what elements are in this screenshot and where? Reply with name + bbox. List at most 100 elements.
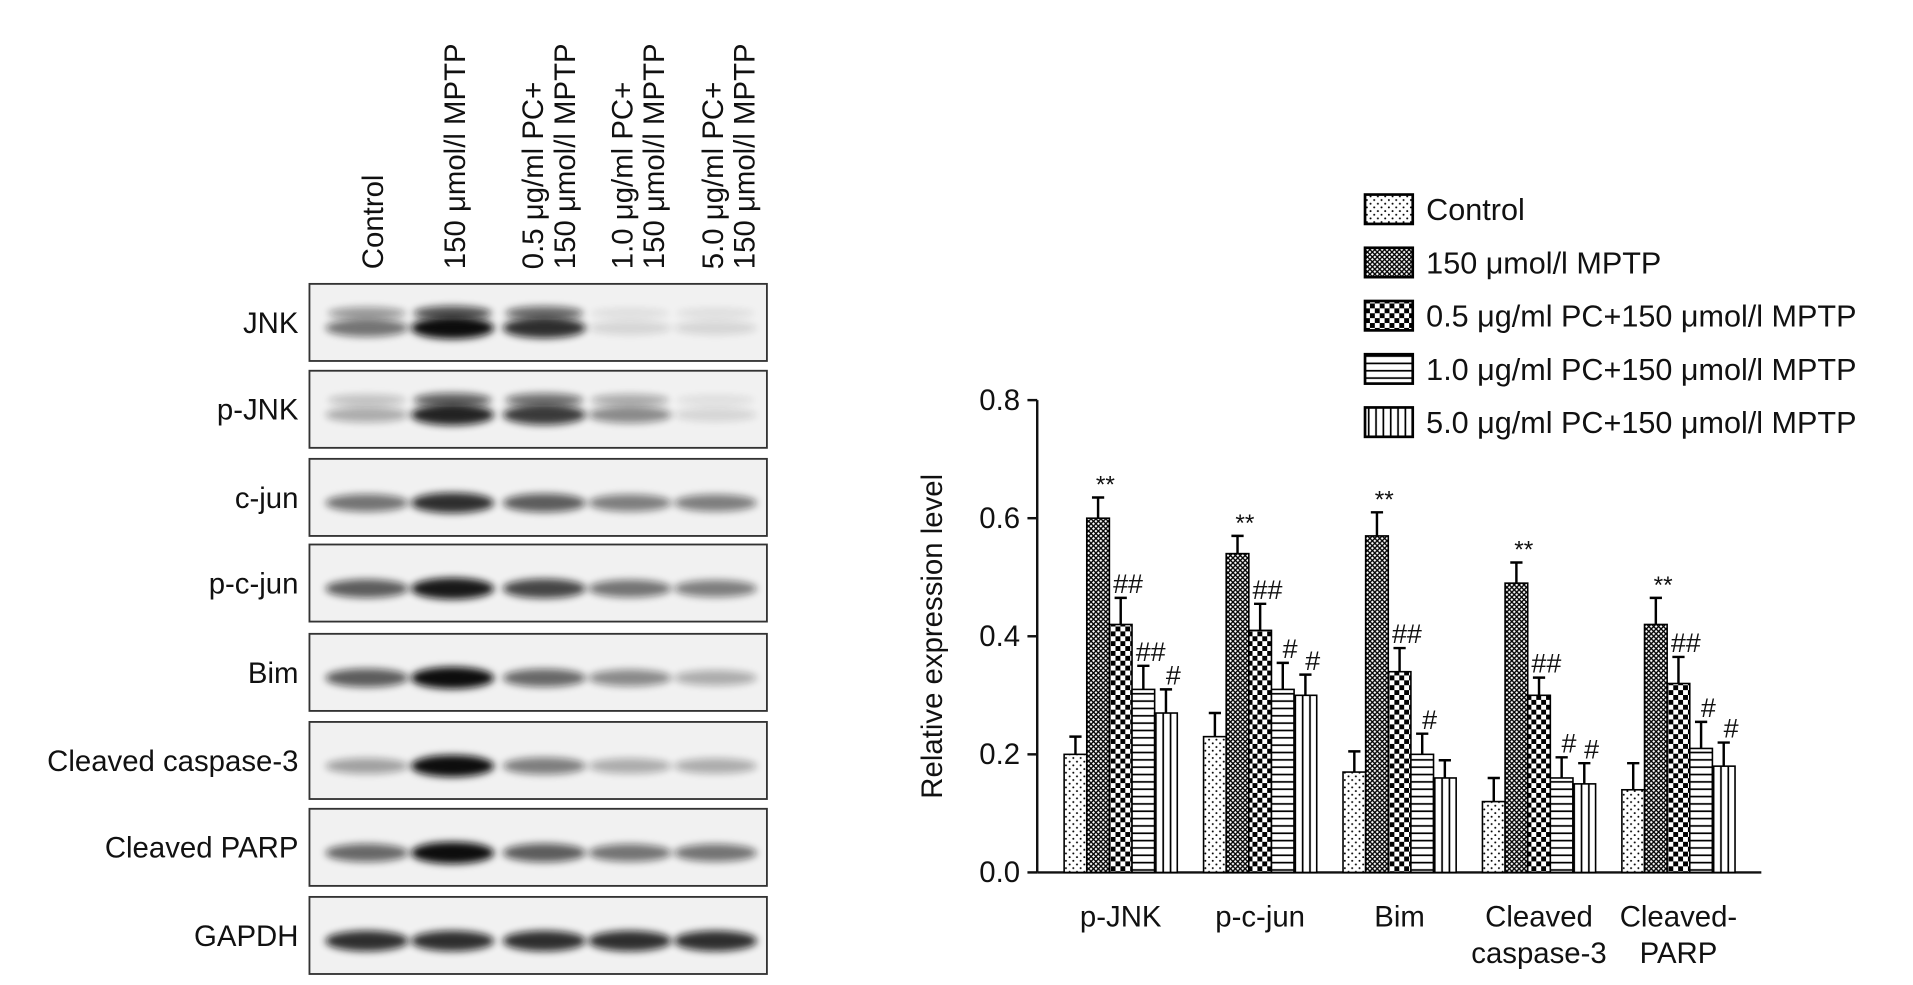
bar (1572, 783, 1597, 874)
bar (1202, 735, 1227, 874)
significance-label: ** (1096, 472, 1116, 499)
significance-label: ## (1253, 575, 1283, 605)
band (325, 494, 409, 512)
error-bar (1416, 732, 1429, 755)
lane-label: Control (357, 175, 390, 270)
legend-swatch (1363, 246, 1415, 279)
band (410, 404, 495, 426)
bar (1085, 517, 1111, 874)
error-bar (1627, 761, 1640, 790)
legend-swatch (1363, 406, 1415, 439)
x-tick-label: Cleaved (1485, 900, 1593, 933)
bar (1364, 535, 1390, 874)
band (673, 321, 758, 335)
row-label: c-jun (235, 482, 299, 515)
bar (1643, 623, 1668, 874)
error-bar (1694, 720, 1708, 749)
band (410, 577, 495, 600)
band (325, 579, 409, 598)
band (673, 758, 758, 774)
bar (1131, 688, 1156, 874)
significance-label: ** (1375, 486, 1395, 513)
significance-label: # (1166, 661, 1181, 691)
lane-label: 0.5 μg/ml PC+ (517, 82, 550, 269)
significance-label: ** (1654, 572, 1674, 599)
band (673, 844, 758, 862)
band (325, 319, 409, 337)
significance-label: ** (1514, 537, 1534, 564)
significance-label: ## (1392, 619, 1422, 649)
x-tick-label: Cleaved- (1620, 900, 1737, 933)
row-label: Cleaved caspase-3 (47, 745, 298, 778)
significance-label: ## (1671, 628, 1701, 658)
error-bar (1672, 655, 1685, 684)
x-tick-label: Bim (1374, 900, 1425, 933)
bar (1666, 682, 1691, 874)
band (502, 317, 586, 339)
error-bar (1555, 756, 1568, 778)
error-bar (1510, 561, 1523, 584)
y-tick-label: 0.8 (979, 384, 1020, 417)
error-bar (1393, 646, 1406, 672)
significance-label: ** (1235, 510, 1255, 537)
error-bar (1487, 776, 1500, 802)
band (502, 757, 586, 775)
band (502, 668, 586, 687)
lane-label: 1.0 μg/ml PC+ (606, 82, 639, 269)
row-label: JNK (243, 307, 299, 340)
error-bar (1137, 664, 1150, 690)
row-label: p-JNK (217, 394, 299, 427)
y-axis-label: Relative expression level (916, 474, 949, 799)
significance-label: # (1283, 634, 1298, 664)
significance-label: ## (1113, 569, 1143, 599)
row-label: p-c-jun (209, 567, 299, 600)
error-bar (1208, 711, 1222, 737)
band (588, 844, 672, 862)
error-bar (1649, 596, 1662, 625)
lane-label: 5.0 μg/ml PC+ (697, 82, 730, 269)
legend-label: 150 μmol/l MPTP (1426, 246, 1661, 280)
band (505, 306, 584, 321)
x-tick-label: p-JNK (1080, 900, 1162, 933)
row-label: Cleaved PARP (105, 832, 299, 865)
band (590, 308, 670, 319)
legend-swatch (1363, 193, 1415, 226)
y-tick-label: 0.2 (979, 738, 1020, 771)
error-bar (1231, 534, 1244, 554)
legend-label: Control (1426, 193, 1525, 227)
band (410, 492, 495, 514)
band (413, 305, 492, 321)
error-bar (1069, 735, 1082, 755)
band (502, 930, 586, 952)
bar (1410, 753, 1435, 874)
significance-label: # (1562, 728, 1577, 758)
band (325, 843, 409, 862)
x-tick-label: PARP (1640, 937, 1718, 970)
x-tick-label: caspase-3 (1471, 937, 1606, 970)
bar (1504, 582, 1529, 874)
significance-label: ## (1531, 649, 1561, 679)
band (410, 754, 495, 777)
band (410, 316, 495, 339)
bar (1153, 712, 1179, 874)
error-bar (1532, 676, 1546, 696)
band (673, 930, 758, 952)
band (325, 930, 409, 952)
band (588, 930, 672, 952)
legend-label: 1.0 μg/ml PC+150 μmol/l MPTP (1426, 353, 1856, 387)
band (325, 758, 409, 774)
significance-label: # (1305, 646, 1320, 676)
band (505, 393, 584, 407)
bar (1481, 800, 1506, 874)
band (588, 494, 672, 512)
bar (1432, 777, 1457, 874)
lane-label: 150 μmol/l MPTP (439, 43, 472, 269)
bar (1621, 788, 1646, 874)
band (502, 578, 586, 599)
bar (1225, 552, 1250, 874)
band (502, 404, 586, 425)
row-label: GAPDH (194, 920, 298, 953)
band (588, 579, 672, 598)
band (502, 493, 586, 513)
bar (1293, 694, 1318, 874)
